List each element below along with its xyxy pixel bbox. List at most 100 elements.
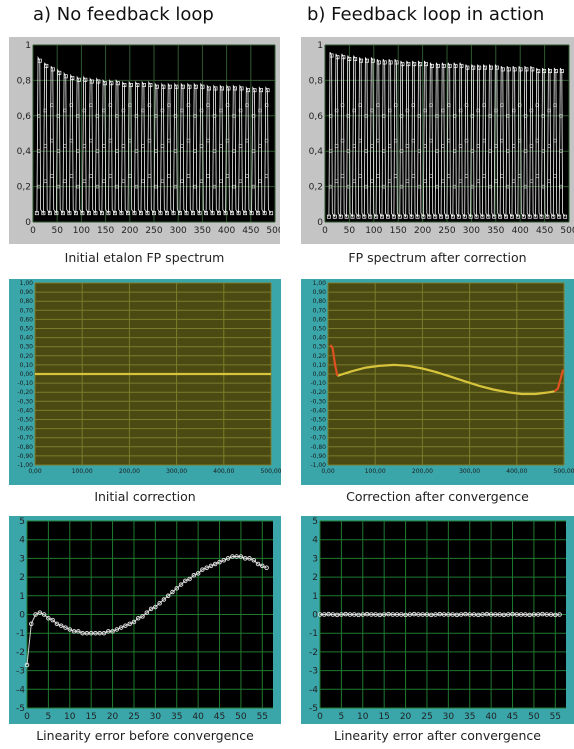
data-point xyxy=(429,63,434,68)
data-point xyxy=(515,214,520,219)
y-tick-label: 0,50 xyxy=(20,326,34,333)
data-point xyxy=(141,83,146,87)
x-tick-label: 400,00 xyxy=(213,468,234,475)
data-point xyxy=(170,589,175,595)
y-tick-label: -0,10 xyxy=(17,380,33,387)
data-point xyxy=(553,174,557,178)
data-point xyxy=(322,612,327,617)
y-tick-label: 0,70 xyxy=(313,307,327,314)
x-tick-label: 55 xyxy=(257,712,268,722)
data-point xyxy=(141,108,145,113)
data-point xyxy=(417,149,421,153)
x-tick-label: 20 xyxy=(107,712,119,722)
caption-linearity-error-after: Linearity error after convergence xyxy=(334,728,541,743)
data-point xyxy=(476,179,480,183)
data-point xyxy=(108,174,113,178)
data-point xyxy=(236,211,241,216)
data-point xyxy=(483,65,488,70)
data-point xyxy=(506,114,510,118)
x-tick-label: 25 xyxy=(128,712,139,722)
chart-correction-after-convergence: 0,00 100,00 200,00 300,00 400,00 500,00 -1,00 -… xyxy=(301,279,574,485)
y-tick-label: 0,8 xyxy=(309,76,324,86)
data-point xyxy=(470,114,475,118)
data-point xyxy=(523,612,528,617)
data-point xyxy=(95,149,100,153)
data-point xyxy=(264,565,269,571)
data-point xyxy=(238,554,244,559)
x-tick-label: 500 xyxy=(266,226,280,236)
data-point xyxy=(101,630,107,636)
data-point xyxy=(339,612,344,617)
y-tick-label: 0,60 xyxy=(313,316,327,323)
data-point xyxy=(376,138,380,143)
x-tick-label: 0 xyxy=(322,226,328,236)
data-point xyxy=(56,149,61,153)
data-point xyxy=(450,214,455,219)
data-point xyxy=(489,65,493,70)
data-point xyxy=(317,612,323,617)
data-point xyxy=(527,612,532,618)
data-point xyxy=(346,114,351,118)
y-tick-label: -0,40 xyxy=(310,407,326,414)
data-point xyxy=(545,214,550,219)
chart-linearity-error-after: 0 5 10 15 20 25 30 35 40 45 50 55 -5 -4 -3 -2 -1 0 1 2 3 4 5 xyxy=(301,516,574,724)
data-point xyxy=(529,179,534,183)
data-point xyxy=(245,174,249,178)
data-point xyxy=(34,211,39,216)
data-point xyxy=(377,612,383,618)
y-tick-label: 0,20 xyxy=(20,353,34,360)
data-point xyxy=(251,184,256,189)
data-point xyxy=(399,114,404,118)
data-point xyxy=(353,56,358,61)
y-tick-label: -0,30 xyxy=(310,398,326,405)
data-point xyxy=(541,184,545,189)
data-point xyxy=(134,149,139,153)
data-point xyxy=(33,612,38,617)
data-point xyxy=(429,103,433,107)
data-point xyxy=(141,144,145,148)
data-point xyxy=(161,597,167,602)
data-point xyxy=(548,69,552,74)
data-point xyxy=(494,144,498,148)
data-point xyxy=(204,565,209,571)
data-point xyxy=(512,67,517,72)
data-point xyxy=(368,214,373,219)
data-point xyxy=(370,108,374,113)
data-point xyxy=(399,184,404,189)
y-tick-label: 0,00 xyxy=(313,371,327,378)
data-point xyxy=(180,179,184,183)
x-tick-label: 40 xyxy=(192,712,204,722)
data-point xyxy=(121,144,126,148)
data-point xyxy=(330,612,336,617)
data-point xyxy=(219,144,223,148)
data-point xyxy=(80,211,85,216)
data-point xyxy=(115,81,120,86)
x-tick-label: 50 xyxy=(344,226,356,236)
x-tick-label: 5 xyxy=(46,712,52,722)
data-point xyxy=(60,211,65,216)
x-tick-label: 200,00 xyxy=(119,468,140,475)
x-tick-label: 50 xyxy=(235,712,247,722)
data-point xyxy=(405,179,410,183)
data-point xyxy=(37,149,41,153)
data-point xyxy=(462,214,467,219)
data-point xyxy=(356,612,361,618)
y-tick-label: 0,6 xyxy=(17,112,32,122)
data-point xyxy=(439,214,444,219)
data-point xyxy=(412,62,417,67)
y-tick-label: -0,50 xyxy=(17,417,33,424)
data-point xyxy=(134,114,139,118)
y-tick-label: 0,70 xyxy=(20,307,34,314)
y-tick-label: 2 xyxy=(312,573,318,583)
data-point xyxy=(365,58,369,63)
data-point xyxy=(334,108,339,113)
data-point xyxy=(93,211,98,216)
x-tick-label: 200,00 xyxy=(412,468,433,475)
data-point xyxy=(258,144,262,148)
x-tick-label: 0,00 xyxy=(321,468,335,475)
data-point xyxy=(102,144,106,148)
data-point xyxy=(37,610,43,615)
data-point xyxy=(358,103,362,107)
data-point xyxy=(76,184,80,189)
data-point xyxy=(388,60,393,65)
